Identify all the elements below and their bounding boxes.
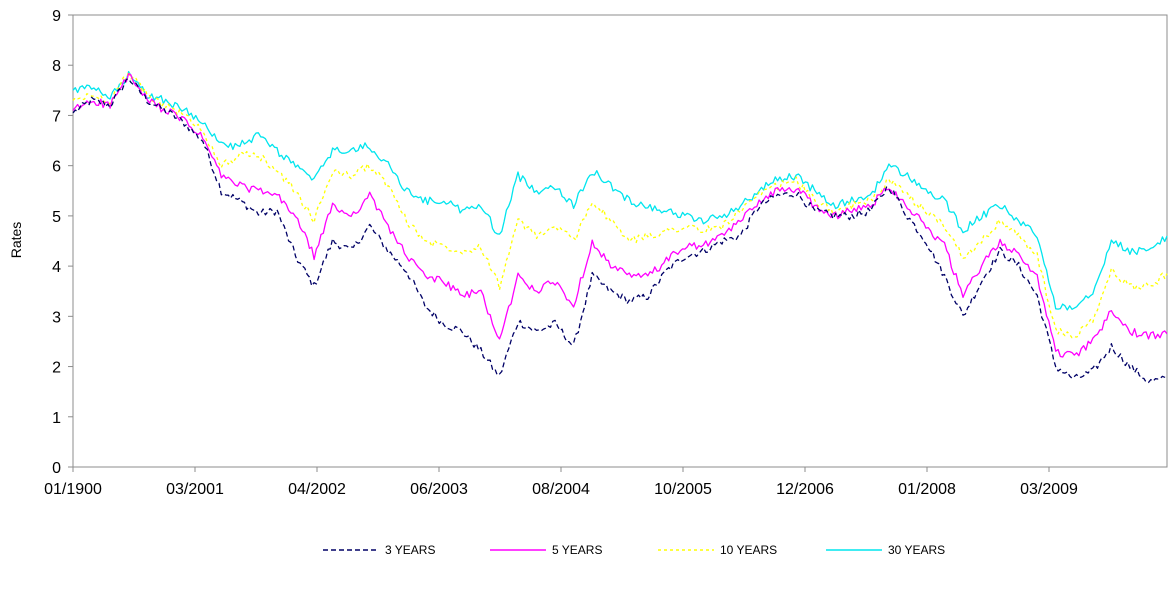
x-tick-label: 08/2004 <box>532 481 590 498</box>
y-tick-label: 1 <box>52 410 61 427</box>
legend-label: 10 YEARS <box>720 543 777 557</box>
y-tick-label: 0 <box>52 460 61 477</box>
legend-label: 5 YEARS <box>552 543 602 557</box>
series-line-30-years <box>72 70 1168 311</box>
y-tick-label: 7 <box>52 108 61 125</box>
x-tick-label: 03/2001 <box>166 481 224 498</box>
series-group <box>72 70 1168 384</box>
x-tick-label: 06/2003 <box>410 481 468 498</box>
legend-label: 3 YEARS <box>385 543 435 557</box>
y-tick-label: 8 <box>52 58 61 75</box>
y-tick-label: 5 <box>52 209 61 226</box>
x-tick-label: 01/1900 <box>44 481 102 498</box>
y-tick-label: 4 <box>52 259 61 276</box>
series-line-3-years <box>72 78 1168 384</box>
legend-label: 30 YEARS <box>888 543 945 557</box>
y-tick-label: 3 <box>52 309 61 326</box>
y-tick-label: 6 <box>52 159 61 176</box>
y-tick-label: 2 <box>52 360 61 377</box>
series-line-5-years <box>72 73 1168 358</box>
y-tick-label: 9 <box>52 8 61 25</box>
y-axis: 0 1 2 3 4 5 6 7 8 9 <box>52 8 73 477</box>
x-axis: 01/1900 03/2001 04/2002 06/2003 08/2004 10/20… <box>44 467 1078 498</box>
x-tick-label: 03/2009 <box>1020 481 1078 498</box>
plot-area <box>72 14 1168 468</box>
x-tick-label: 01/2008 <box>898 481 956 498</box>
x-tick-label: 04/2002 <box>288 481 346 498</box>
x-tick-label: 10/2005 <box>654 481 712 498</box>
x-tick-label: 12/2006 <box>776 481 834 498</box>
legend: 3 YEARS 5 YEARS 10 YEARS 30 YEARS <box>323 543 945 557</box>
y-axis-label: Rates <box>8 222 24 259</box>
